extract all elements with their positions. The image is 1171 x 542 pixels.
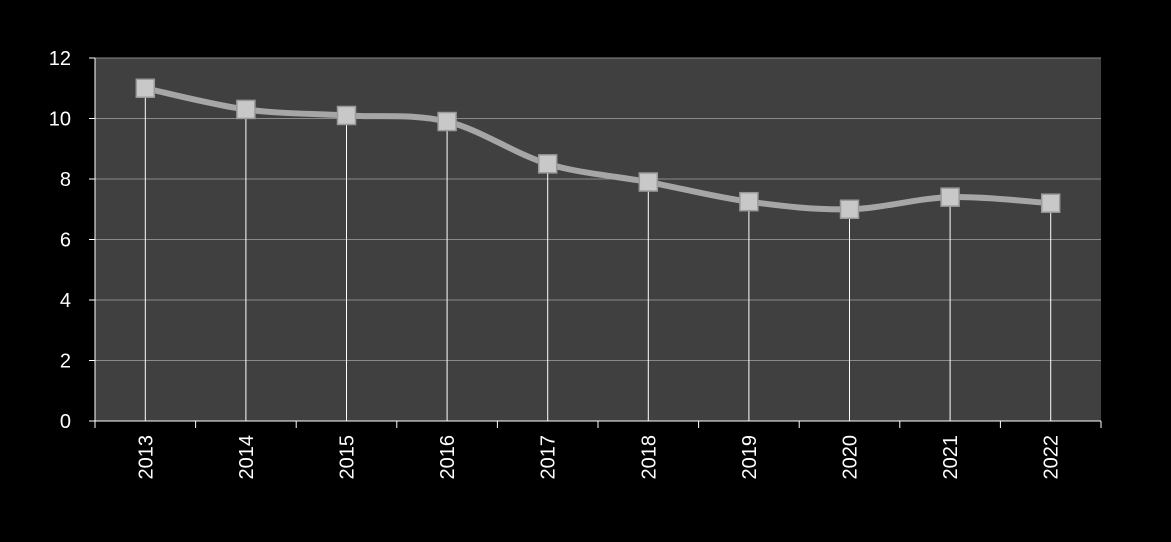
data-point-2015 xyxy=(336,105,357,126)
data-point-2014 xyxy=(236,99,256,120)
data-point-2018 xyxy=(638,172,659,192)
x-tick-label: 2021 xyxy=(940,435,962,480)
x-tick-label: 2013 xyxy=(135,435,157,480)
data-point-2017 xyxy=(537,154,558,174)
series-line xyxy=(142,85,1054,213)
data-point-2016 xyxy=(437,111,457,132)
x-tick-label: 2018 xyxy=(638,435,660,480)
x-tick-label: 2022 xyxy=(1041,435,1063,480)
data-point-2020 xyxy=(839,199,860,219)
y-tick-label: 8 xyxy=(60,169,71,191)
y-tick-label: 4 xyxy=(60,290,71,312)
x-tick-label: 2017 xyxy=(538,435,560,480)
y-tick-label: 2 xyxy=(60,351,71,373)
y-tick-label: 0 xyxy=(60,411,71,433)
data-point-2019 xyxy=(739,191,759,212)
y-tick-label: 12 xyxy=(49,48,71,70)
x-tick-label: 2016 xyxy=(437,435,459,480)
x-tick-label: 2014 xyxy=(236,435,258,480)
data-point-2021 xyxy=(940,187,960,207)
data-point-2022 xyxy=(1040,193,1061,213)
y-tick-label: 10 xyxy=(49,109,71,131)
x-tick-label: 2020 xyxy=(840,435,862,480)
data-point-2013 xyxy=(135,78,156,98)
x-tick-label: 2015 xyxy=(337,435,359,480)
y-tick-label: 6 xyxy=(60,230,71,252)
x-tick-label: 2019 xyxy=(739,435,761,480)
